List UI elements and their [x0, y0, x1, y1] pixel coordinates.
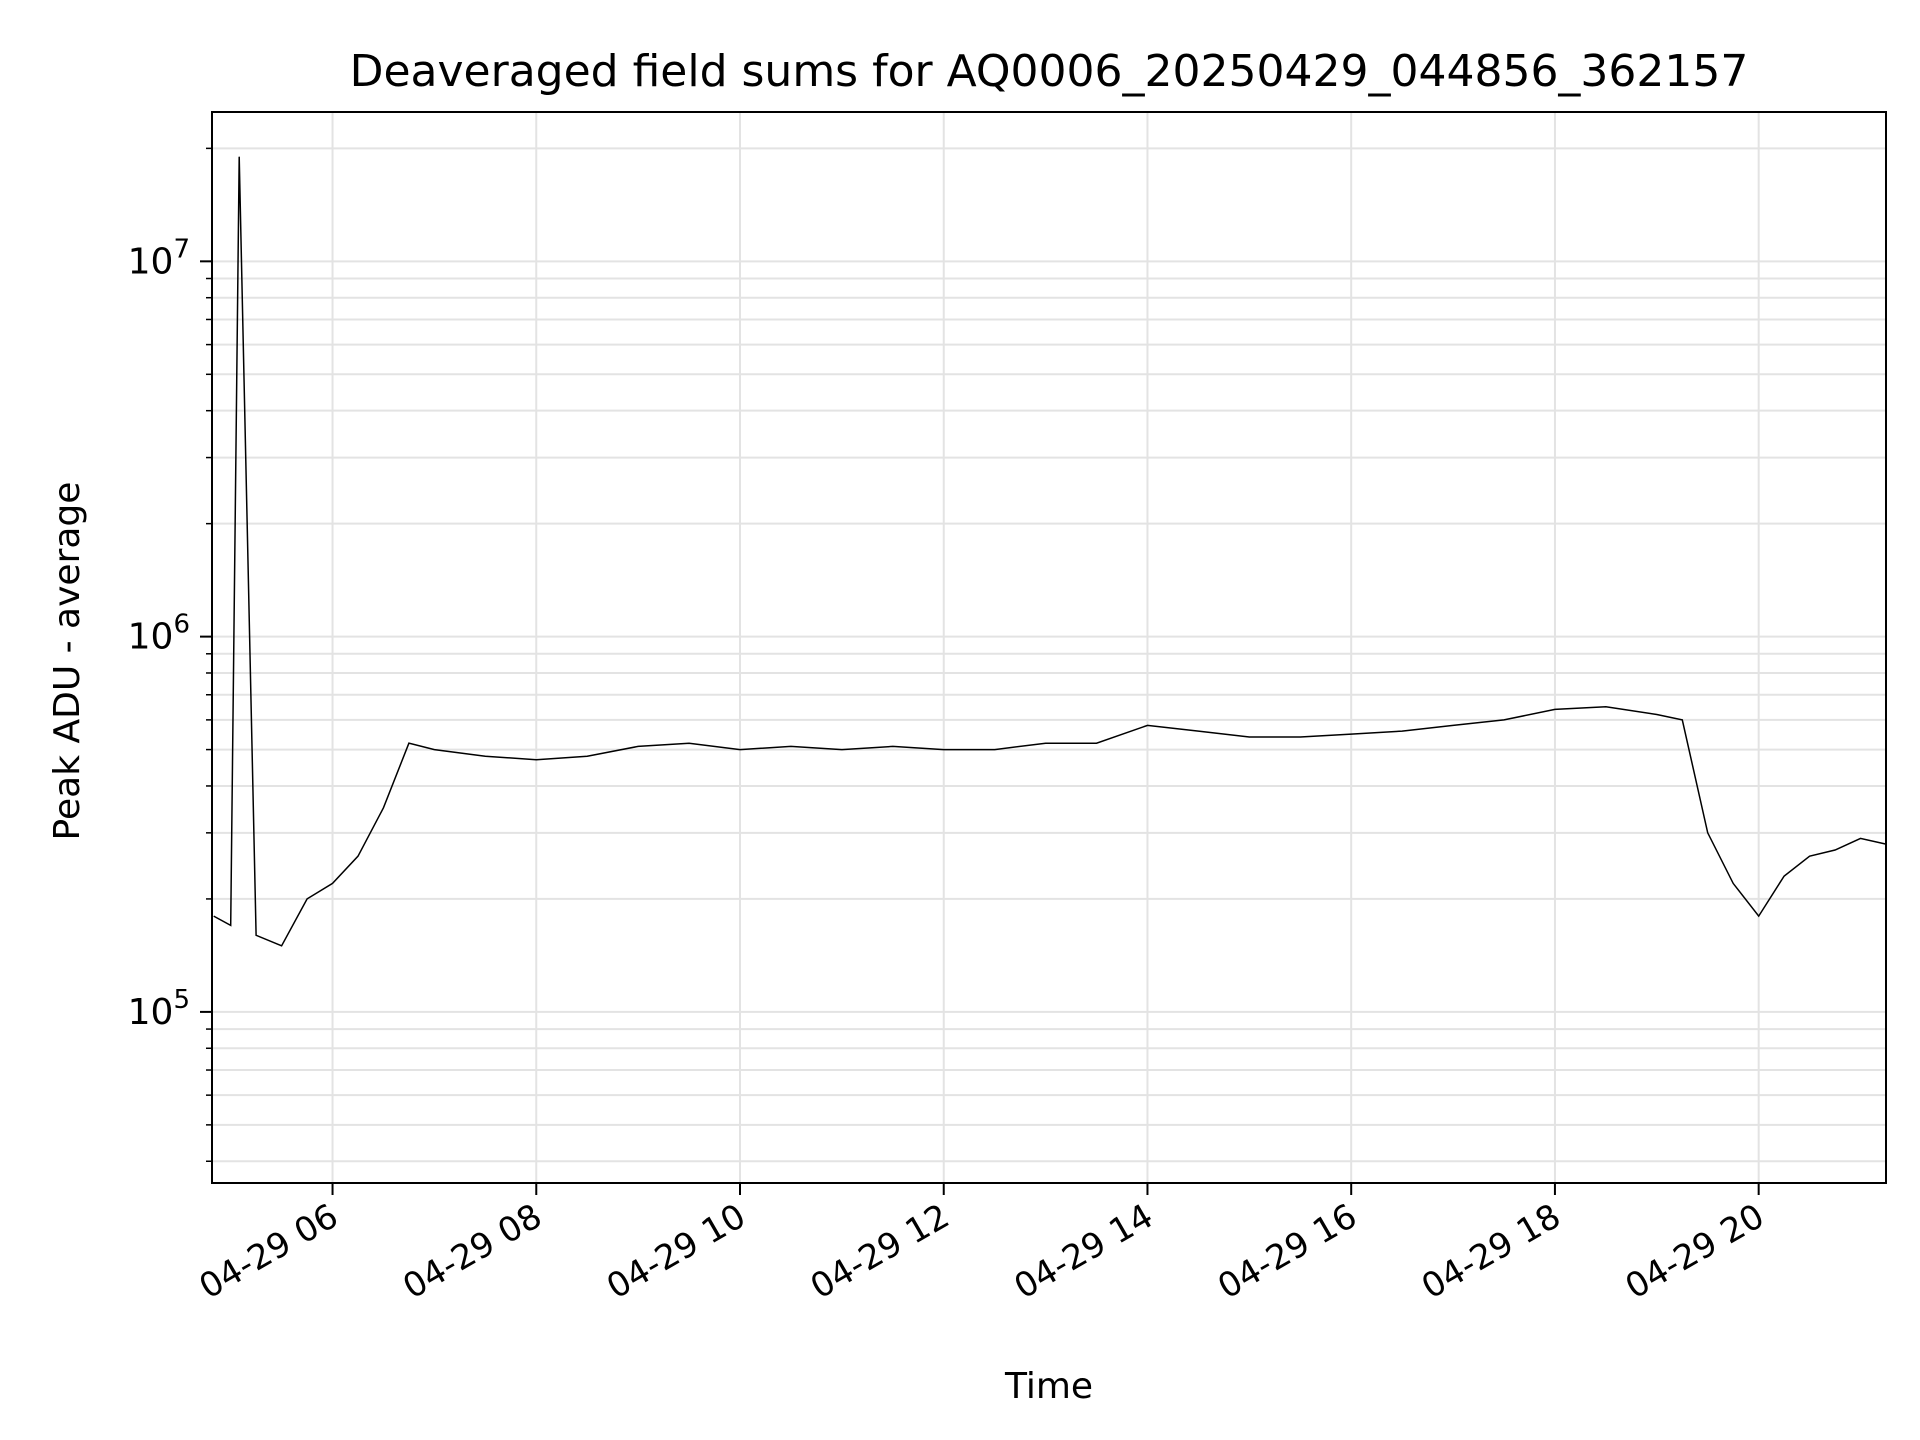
- y-tick-label: 107: [128, 234, 190, 282]
- y-tick-label: 105: [128, 985, 190, 1033]
- y-tick-label: 106: [128, 610, 190, 658]
- grid-layer: [212, 112, 1886, 1183]
- y-axis-label: Peak ADU - average: [47, 482, 88, 841]
- plot-frame: [211, 111, 1887, 1184]
- x-axis-label: Time: [1004, 1366, 1093, 1407]
- series-line: [213, 156, 1887, 947]
- chart-title: Deaveraged field sums for AQ0006_2025042…: [350, 46, 1749, 97]
- series-layer: [213, 156, 1887, 947]
